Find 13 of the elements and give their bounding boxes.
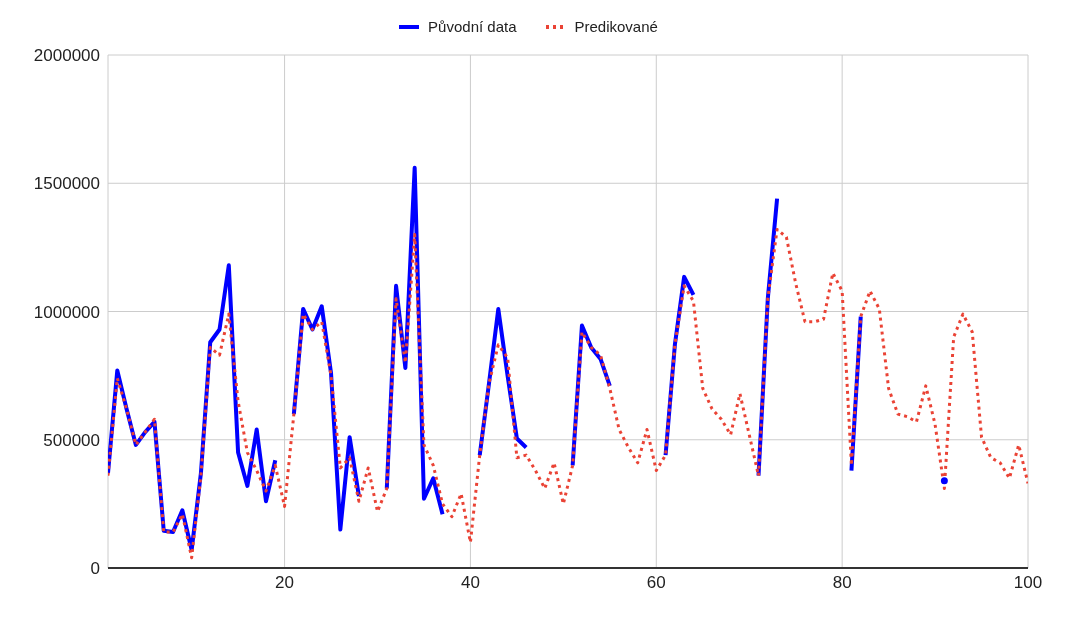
x-tick-label: 100 — [1013, 573, 1043, 593]
y-tick-label: 0 — [90, 559, 100, 579]
x-tick-label: 80 — [832, 573, 852, 593]
x-tick-label: 20 — [275, 573, 295, 593]
y-tick-label: 500000 — [43, 430, 100, 450]
legend-label: Predikované — [573, 18, 658, 35]
x-tick-label: 40 — [460, 573, 480, 593]
y-tick-label: 1000000 — [33, 302, 100, 322]
line-series — [108, 227, 1028, 560]
legend-label: Původní data — [427, 18, 517, 35]
x-tick-label: 60 — [646, 573, 666, 593]
y-tick-label: 1500000 — [33, 174, 100, 194]
y-tick-label: 2000000 — [33, 46, 100, 66]
